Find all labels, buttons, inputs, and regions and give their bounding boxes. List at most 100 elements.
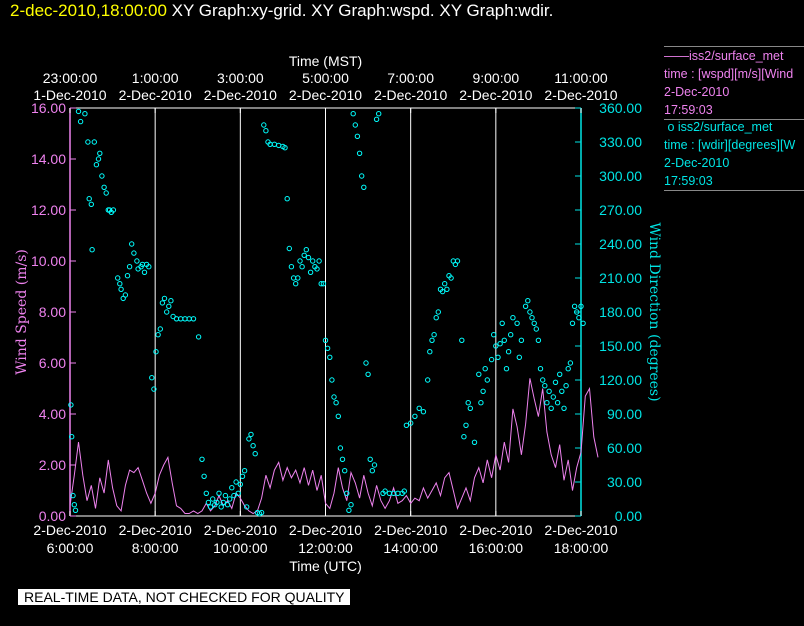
wind-direction-point-12 (91, 139, 98, 145)
wind-direction-point-59 (205, 499, 212, 506)
wind-direction-point-131 (365, 371, 371, 377)
wind-direction-point-11 (89, 247, 95, 253)
wind-direction-point-93 (284, 196, 290, 202)
wind-direction-point-64 (216, 490, 222, 496)
wind-direction-point-197 (540, 377, 546, 383)
wind-direction-point-127 (356, 150, 363, 157)
wind-direction-point-148 (420, 409, 427, 415)
wind-direction-point-5 (75, 108, 82, 115)
wind-direction-point-165 (461, 434, 467, 440)
top-tick-time-2: 3:00:00 (217, 70, 264, 86)
wind-direction-point-27 (122, 292, 129, 298)
wind-direction-point-204 (554, 400, 561, 406)
wind-direction-point-18 (103, 190, 109, 196)
wind-direction-point-45 (161, 295, 168, 302)
top-tick-date-0: 1-Dec-2010 (33, 87, 106, 103)
right-tick-label-6: 180.00 (599, 304, 642, 320)
bottom-tick-time-6: 18:00:00 (554, 540, 609, 556)
wind-direction-point-200 (546, 388, 552, 394)
wind-direction-point-133 (369, 468, 375, 474)
wind-direction-point-123 (348, 502, 354, 508)
wind-direction-point-118 (337, 445, 344, 451)
wind-direction-point-181 (501, 337, 507, 343)
bottom-tick-date-4: 2-Dec-2010 (374, 522, 447, 538)
wind-direction-point-9 (86, 196, 92, 202)
legend-wspd-desc: time : [wspd][m/s][Wind (664, 67, 794, 81)
wind-direction-point-25 (118, 286, 124, 292)
wind-direction-point-186 (514, 320, 520, 326)
wind-direction-point-180 (499, 320, 505, 326)
left-tick-label-6: 12.00 (31, 202, 66, 218)
wind-direction-point-178 (495, 354, 501, 360)
wind-direction-point-135 (373, 116, 380, 123)
wind-direction-point-68 (224, 502, 231, 508)
wind-direction-point-28 (124, 273, 131, 279)
wind-direction-point-29 (126, 264, 133, 270)
legend-wdir: o iss2/surface_met time : [wdir][degrees… (664, 118, 804, 191)
legend-wspd-line-icon: —— (664, 49, 689, 63)
wind-direction-point-153 (433, 315, 439, 321)
wind-direction-point-193 (531, 320, 537, 326)
wind-direction-point-187 (516, 354, 522, 360)
wind-direction-point-54 (190, 316, 197, 322)
wind-direction-point-61 (210, 496, 216, 502)
right-tick-label-4: 120.00 (599, 372, 642, 388)
wind-direction-point-167 (465, 400, 471, 406)
wind-direction-point-173 (482, 366, 488, 372)
wind-direction-point-40 (151, 386, 157, 392)
right-axis-label: Wind Direction (degrees) (646, 222, 662, 401)
wind-direction-point-15 (97, 150, 103, 157)
right-tick-label-8: 240.00 (599, 236, 642, 252)
wind-direction-point-43 (157, 326, 164, 332)
wind-direction-point-13 (93, 162, 100, 168)
wind-direction-point-42 (155, 332, 161, 338)
wind-direction-point-17 (101, 184, 107, 191)
wind-direction-point-134 (371, 462, 378, 468)
wind-direction-point-31 (131, 250, 137, 256)
wind-direction-point-206 (559, 388, 565, 394)
wind-direction-point-111 (322, 337, 329, 343)
wind-direction-point-8 (85, 139, 91, 145)
wind-direction-point-124 (350, 111, 356, 117)
wind-direction-point-94 (286, 245, 292, 252)
top-tick-time-4: 7:00:00 (387, 70, 434, 86)
wind-direction-point-179 (497, 341, 503, 347)
wind-direction-point-126 (354, 133, 361, 140)
wind-direction-point-69 (227, 496, 233, 502)
bottom-tick-time-5: 16:00:00 (469, 540, 524, 556)
wind-direction-point-75 (239, 473, 246, 479)
wind-direction-point-97 (293, 281, 299, 287)
bottom-tick-date-3: 2-Dec-2010 (289, 522, 362, 538)
wind-direction-point-146 (412, 413, 418, 419)
top-tick-date-5: 2-Dec-2010 (459, 87, 532, 103)
bottom-axis-label: Time (UTC) (289, 558, 362, 574)
wind-direction-point-74 (237, 481, 244, 487)
top-axis-label: Time (MST) (289, 53, 362, 69)
wind-direction-point-56 (199, 456, 205, 462)
wind-direction-point-23 (115, 275, 121, 281)
wind-direction-point-108 (316, 258, 322, 264)
wind-direction-point-189 (522, 303, 529, 309)
wind-direction-point-198 (542, 383, 548, 389)
wind-direction-point-16 (99, 173, 105, 179)
top-tick-date-3: 2-Dec-2010 (289, 87, 362, 103)
legend-wspd-time: 17:59:03 (664, 103, 713, 117)
left-tick-label-1: 2.00 (39, 457, 66, 473)
wind-direction-point-112 (324, 345, 331, 351)
wind-direction-point-10 (88, 201, 95, 208)
wind-direction-point-46 (164, 309, 170, 315)
wind-direction-point-194 (533, 326, 539, 332)
wind-direction-point-205 (557, 371, 563, 377)
wind-direction-point-73 (235, 490, 241, 496)
top-tick-time-5: 9:00:00 (472, 70, 519, 86)
wind-direction-point-79 (248, 431, 254, 438)
wind-direction-point-154 (435, 309, 441, 315)
wind-direction-point-117 (335, 413, 341, 419)
wind-direction-point-150 (427, 349, 433, 355)
wind-direction-point-44 (159, 300, 166, 306)
wind-direction-point-119 (339, 456, 346, 462)
wind-direction-point-89 (271, 141, 278, 148)
wind-direction-point-104 (307, 269, 314, 275)
wind-direction-point-196 (537, 366, 544, 372)
bottom-tick-date-2: 2-Dec-2010 (204, 522, 277, 538)
